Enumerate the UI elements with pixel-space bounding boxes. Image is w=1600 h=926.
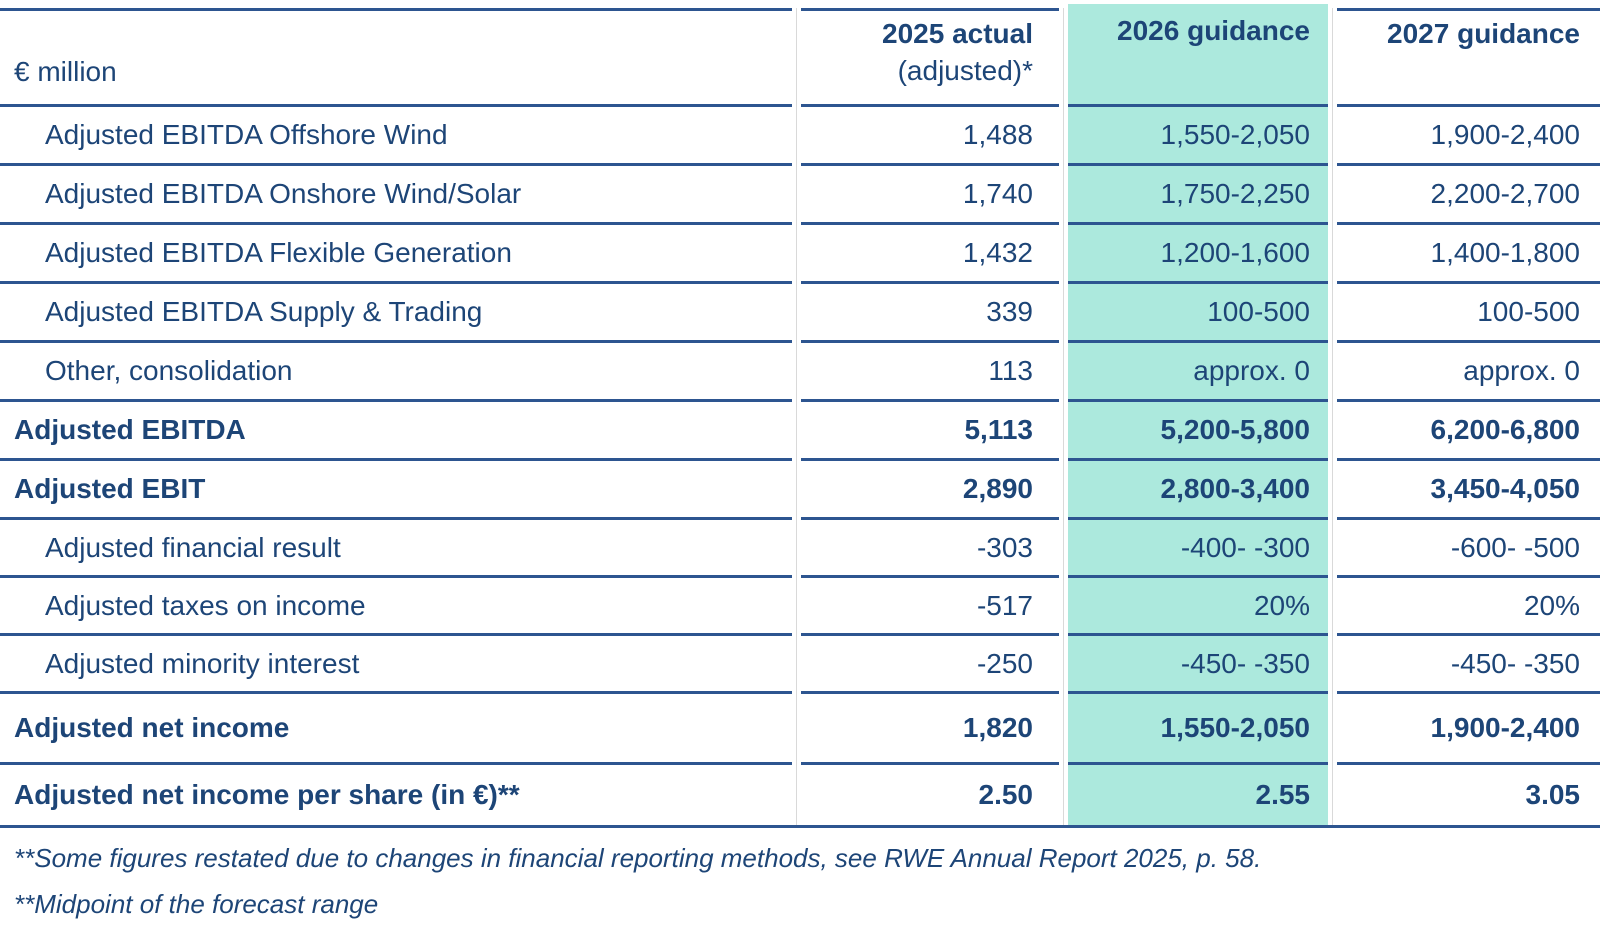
value-2027-guidance: 20%	[1337, 578, 1600, 636]
value-2027-guidance: approx. 0	[1337, 343, 1600, 402]
table-body: Adjusted EBITDA Offshore Wind 1,488 1,550-…	[0, 107, 1600, 825]
value-2026-guidance: approx. 0	[1068, 343, 1328, 402]
value-2025-actual: 2.50	[978, 779, 1034, 810]
value-2026-guidance: -400- -300	[1068, 520, 1328, 578]
value-2025-actual: 1,820	[801, 694, 1059, 765]
financial-guidance-table: € million 2025 actual (adjusted)* 2026 g…	[0, 8, 1600, 825]
value-2027-guidance: -600- -500	[1337, 520, 1600, 578]
value-2025-actual: 1,740	[801, 166, 1059, 225]
table-row-adjusted-ebitda-flexible-generation: Adjusted EBITDA Flexible Generation 1,432…	[0, 225, 1600, 284]
value-2027-guidance: 3.05	[1525, 779, 1581, 810]
value-2025-actual: -250	[801, 636, 1059, 694]
value-2025-actual: 113	[801, 343, 1059, 402]
table-row-adjusted-ebitda-onshore-wind-solar: Adjusted EBITDA Onshore Wind/Solar 1,740 1…	[0, 166, 1600, 225]
value-2026-guidance: 2,800-3,400	[1068, 461, 1328, 520]
header-cell-unit: € million	[0, 8, 792, 107]
table-row-adjusted-minority-interest: Adjusted minority interest -250 -450- -350…	[0, 636, 1600, 694]
header-2027-guidance-label: 2027 guidance	[1387, 18, 1580, 49]
value-2027-guidance: 2,200-2,700	[1337, 166, 1600, 225]
value-2027-guidance: 3,450-4,050	[1337, 461, 1600, 520]
value-2025-actual: 2,890	[801, 461, 1059, 520]
value-2027-guidance: 6,200-6,800	[1337, 402, 1600, 461]
header-2025-actual-label: 2025 actual	[882, 18, 1033, 49]
value-2026-guidance: 1,550-2,050	[1068, 694, 1328, 765]
table-row-adjusted-net-income-per-share: Adjusted net income per share (in €)** 2.…	[0, 765, 1600, 825]
header-2026-guidance-label: 2026 guidance	[1117, 15, 1310, 46]
row-label: Adjusted EBIT	[0, 461, 792, 520]
value-2026-guidance: 20%	[1068, 578, 1328, 636]
header-cell-2027-guidance: 2027 guidance	[1337, 8, 1600, 107]
value-2026-guidance: 1,750-2,250	[1068, 166, 1328, 225]
value-2027-guidance: 1,900-2,400	[1337, 107, 1600, 166]
guidance-2026-highlight-band	[1068, 4, 1328, 825]
value-2027-guidance: 1,400-1,800	[1337, 225, 1600, 284]
unit-label: € million	[14, 56, 117, 87]
row-label: Adjusted minority interest	[0, 636, 792, 694]
footnote-midpoint-range: **Midpoint of the forecast range	[14, 889, 379, 919]
value-2027-guidance: 1,900-2,400	[1337, 694, 1600, 765]
table-row-adjusted-financial-result: Adjusted financial result -303 -400- -300-…	[0, 520, 1600, 578]
header-2025-adjusted-note: (adjusted)*	[897, 55, 1033, 86]
column-separator	[1063, 8, 1064, 825]
row-label: Other, consolidation	[0, 343, 792, 402]
value-2025-actual: -303	[801, 520, 1059, 578]
row-label: Adjusted net income	[0, 694, 792, 765]
row-label: Adjusted EBITDA Flexible Generation	[0, 225, 792, 284]
row-label: Adjusted EBITDA Supply & Trading	[0, 284, 792, 343]
table-row-adjusted-ebit: Adjusted EBIT 2,890 2,800-3,400 3,450-4,050	[0, 461, 1600, 520]
value-2025-actual: -517	[801, 578, 1059, 636]
value-2026-guidance: 5,200-5,800	[1068, 402, 1328, 461]
value-2027-guidance: 100-500	[1337, 284, 1600, 343]
value-2026-guidance: 1,200-1,600	[1068, 225, 1328, 284]
row-label: Adjusted net income per share (in €)**	[14, 779, 520, 810]
row-label: Adjusted EBITDA	[0, 402, 792, 461]
value-2025-actual: 1,432	[801, 225, 1059, 284]
row-label: Adjusted EBITDA Onshore Wind/Solar	[0, 166, 792, 225]
table-row-adjusted-ebitda: Adjusted EBITDA 5,113 5,200-5,800 6,200-6,8…	[0, 402, 1600, 461]
value-2026-guidance: 1,550-2,050	[1068, 107, 1328, 166]
table-row-adjusted-ebitda-offshore-wind: Adjusted EBITDA Offshore Wind 1,488 1,550-…	[0, 107, 1600, 166]
value-2025-actual: 5,113	[801, 402, 1059, 461]
table-row-other-consolidation: Other, consolidation 113 approx. 0 approx. …	[0, 343, 1600, 402]
value-2026-guidance: -450- -350	[1068, 636, 1328, 694]
row-label: Adjusted EBITDA Offshore Wind	[0, 107, 792, 166]
row-label: Adjusted taxes on income	[0, 578, 792, 636]
footnote-restated-figures: **Some figures restated due to changes i…	[14, 843, 1262, 873]
table-row-adjusted-ebitda-supply-trading: Adjusted EBITDA Supply & Trading 339 100-5…	[0, 284, 1600, 343]
column-separator	[1332, 8, 1333, 825]
table-header-row: € million 2025 actual (adjusted)* 2026 g…	[0, 8, 1600, 107]
row-label: Adjusted financial result	[0, 520, 792, 578]
value-2025-actual: 339	[801, 284, 1059, 343]
header-cell-2025-actual: 2025 actual (adjusted)*	[801, 8, 1059, 107]
value-2026-guidance: 100-500	[1068, 284, 1328, 343]
value-2027-guidance: -450- -350	[1337, 636, 1600, 694]
table-row-adjusted-taxes-on-income: Adjusted taxes on income -517 20% 20%	[0, 578, 1600, 636]
value-2026-guidance: 2.55	[1255, 779, 1311, 810]
column-separator	[796, 8, 797, 825]
header-cell-2026-guidance: 2026 guidance	[1068, 8, 1328, 107]
footnotes: **Some figures restated due to changes i…	[0, 828, 1600, 926]
value-2025-actual: 1,488	[801, 107, 1059, 166]
table-bottom-rule	[0, 825, 1600, 828]
table-row-adjusted-net-income: Adjusted net income 1,820 1,550-2,050 1,900…	[0, 694, 1600, 765]
